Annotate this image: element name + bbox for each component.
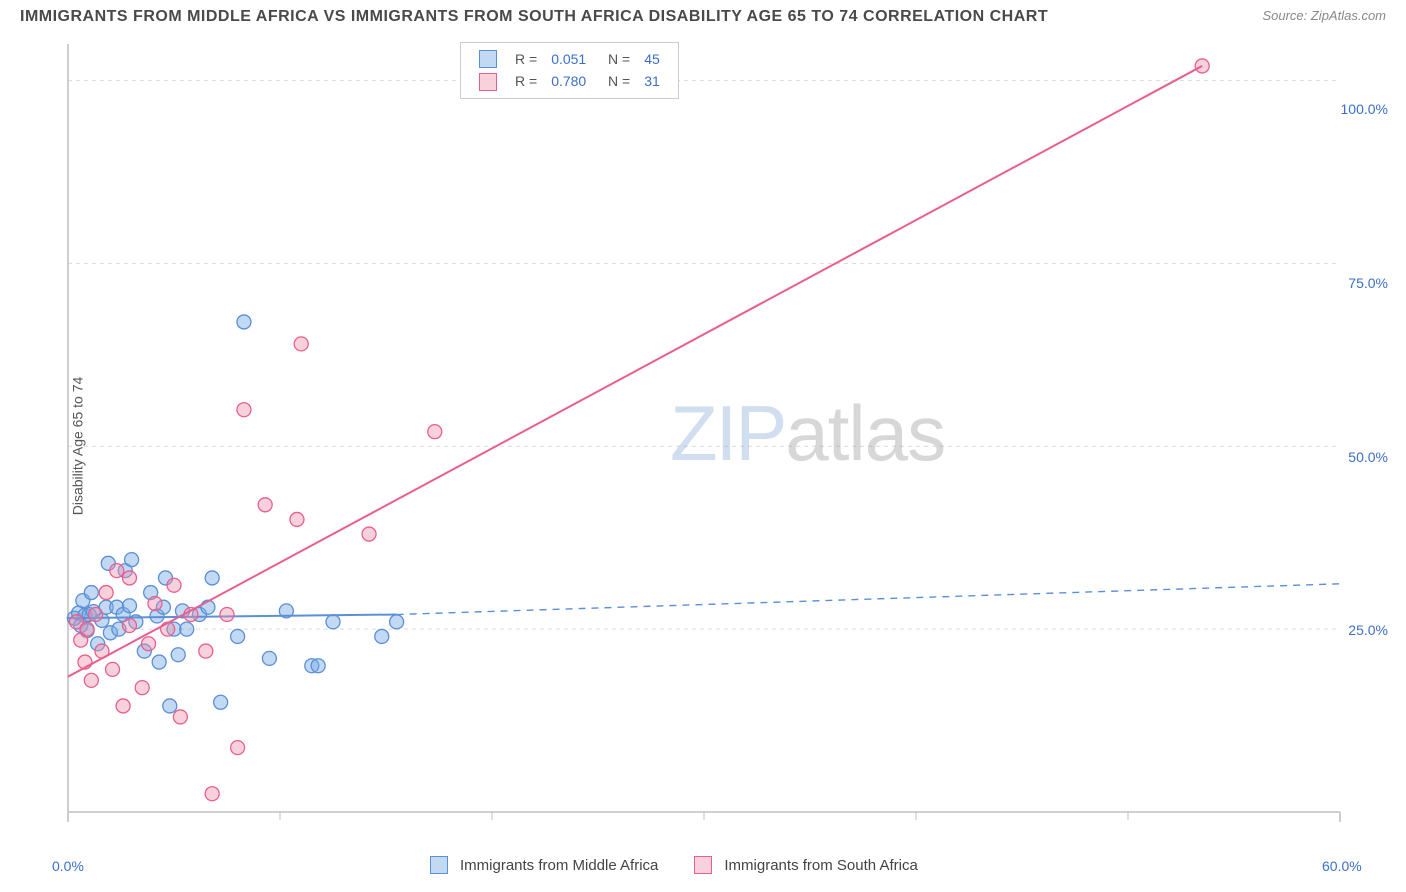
y-tick-label: 100.0% <box>1341 101 1388 117</box>
legend-row-south: R = 0.780 N = 31 <box>473 71 666 91</box>
r-label: R = <box>509 49 543 69</box>
swatch-south-icon <box>694 856 712 874</box>
n-label: N = <box>594 71 636 91</box>
chart-title: IMMIGRANTS FROM MIDDLE AFRICA VS IMMIGRA… <box>20 8 1048 26</box>
n-value-middle: 45 <box>638 49 666 69</box>
r-label: R = <box>509 71 543 91</box>
n-label: N = <box>594 49 636 69</box>
scatter-chart <box>48 40 1348 830</box>
legend-label-middle: Immigrants from Middle Africa <box>460 857 658 874</box>
n-value-south: 31 <box>638 71 666 91</box>
legend-series: Immigrants from Middle Africa Immigrants… <box>430 856 918 874</box>
y-tick-label: 50.0% <box>1348 449 1388 465</box>
r-value-south: 0.780 <box>545 71 592 91</box>
title-bar: IMMIGRANTS FROM MIDDLE AFRICA VS IMMIGRA… <box>0 0 1406 30</box>
plot-area <box>48 40 1348 830</box>
swatch-middle <box>479 50 497 68</box>
legend-stats: R = 0.051 N = 45 R = 0.780 N = 31 <box>460 42 679 99</box>
legend-stats-table: R = 0.051 N = 45 R = 0.780 N = 31 <box>471 47 668 94</box>
legend-label-south: Immigrants from South Africa <box>724 857 917 874</box>
r-value-middle: 0.051 <box>545 49 592 69</box>
legend-item-south: Immigrants from South Africa <box>694 856 917 874</box>
legend-item-middle: Immigrants from Middle Africa <box>430 856 658 874</box>
x-tick-label: 0.0% <box>52 858 84 874</box>
source-label: Source: ZipAtlas.com <box>1262 8 1386 23</box>
swatch-middle-icon <box>430 856 448 874</box>
swatch-south <box>479 73 497 91</box>
legend-row-middle: R = 0.051 N = 45 <box>473 49 666 69</box>
y-tick-label: 75.0% <box>1348 275 1388 291</box>
x-tick-label: 60.0% <box>1322 858 1362 874</box>
y-tick-label: 25.0% <box>1348 622 1388 638</box>
